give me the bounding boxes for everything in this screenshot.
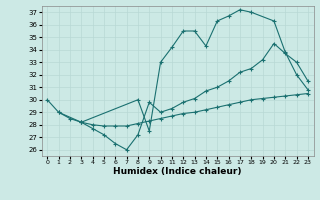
X-axis label: Humidex (Indice chaleur): Humidex (Indice chaleur) xyxy=(113,167,242,176)
